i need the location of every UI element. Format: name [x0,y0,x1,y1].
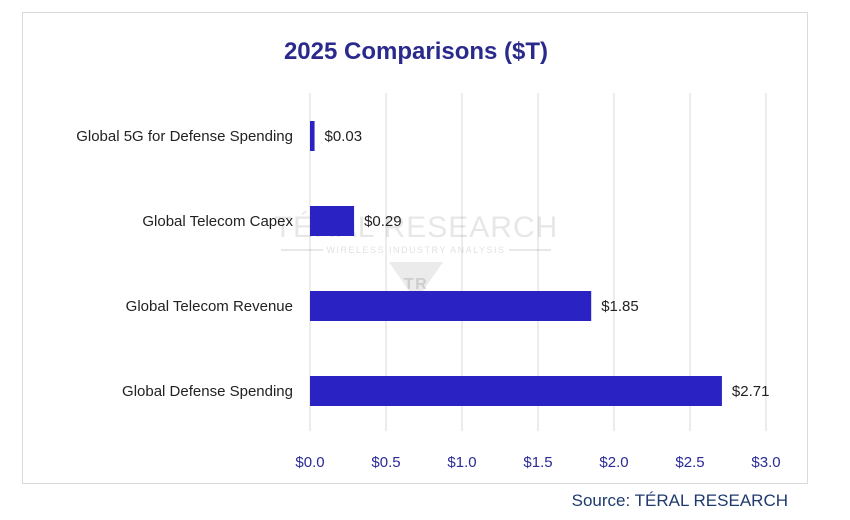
x-tick-label: $1.0 [447,454,476,471]
bar [310,121,315,151]
x-axis-tick-labels: $0.0 $0.5 $1.0 $1.5 $2.0 $2.5 $3.0 [295,454,780,471]
data-label: $2.71 [732,383,770,400]
chart-frame: 2025 Comparisons ($T) TÉRAL RESEARCH WIR… [22,12,808,484]
data-label: $0.29 [364,213,402,230]
bar-chart: 2025 Comparisons ($T) TÉRAL RESEARCH WIR… [76,38,780,471]
watermark-triangle-icon [389,262,443,301]
watermark-monogram: TR [404,276,428,293]
x-tick-label: $2.0 [599,454,628,471]
value-labels: $0.03 $0.29 $1.85 $2.71 [325,128,770,400]
category-label: Global Telecom Capex [142,213,293,230]
x-tick-label: $2.5 [675,454,704,471]
source-note: Source: TÉRAL RESEARCH [571,491,788,510]
bar [310,376,722,406]
x-tick-label: $0.5 [371,454,400,471]
data-label: $1.85 [601,298,639,315]
category-label: Global 5G for Defense Spending [76,128,293,145]
x-tick-label: $1.5 [523,454,552,471]
watermark-logo: TÉRAL RESEARCH WIRELESS INDUSTRY ANALYSI… [274,211,557,301]
chart-title: 2025 Comparisons ($T) [284,38,548,65]
category-label: Global Defense Spending [122,383,293,400]
bar [310,206,355,236]
bars [310,121,722,406]
x-tick-label: $0.0 [295,454,324,471]
data-label: $0.03 [325,128,363,145]
category-label: Global Telecom Revenue [126,298,293,315]
category-labels: Global 5G for Defense Spending Global Tel… [76,128,293,400]
watermark-tagline: WIRELESS INDUSTRY ANALYSIS [326,245,505,255]
bar [310,291,592,321]
x-tick-label: $3.0 [751,454,780,471]
gridlines [309,93,767,431]
